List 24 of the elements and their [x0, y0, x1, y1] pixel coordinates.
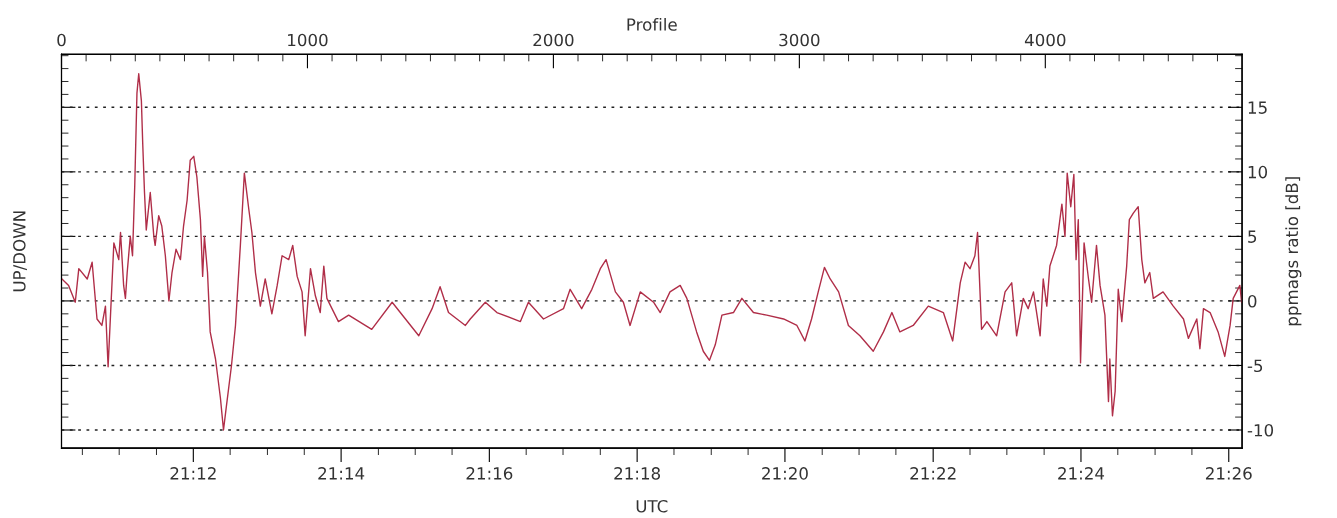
- x2-tick-label: 1000: [288, 33, 328, 47]
- x-tick-label: 21:24: [1058, 467, 1105, 480]
- x-tick-label: 21:12: [170, 467, 216, 480]
- x-axis-title: UTC: [636, 499, 668, 513]
- x2-tick-label: 2000: [533, 33, 574, 47]
- y2-axis-title: ppmags ratio [dB]: [1285, 177, 1302, 326]
- y2-tick-label: 15: [1248, 101, 1267, 114]
- y2-tick-label: -10: [1247, 423, 1274, 437]
- y2-tick-label: 5: [1248, 230, 1257, 243]
- x-tick-label: 21:18: [614, 467, 661, 480]
- x2-axis-title: Profile: [627, 17, 677, 31]
- x-tick-label: 21:26: [1205, 467, 1252, 480]
- y2-tick-label: -5: [1247, 359, 1263, 373]
- x-tick-label: 21:22: [910, 467, 956, 480]
- x2-tick-label: 0: [57, 33, 66, 47]
- x2-tick-label: 3000: [779, 33, 820, 47]
- x-tick-label: 21:16: [466, 467, 513, 480]
- x-tick-label: 21:14: [318, 467, 365, 480]
- y-axis-title: UP/DOWN: [13, 211, 27, 292]
- y2-tick-label: 10: [1248, 165, 1268, 179]
- y2-tick-label: 0: [1248, 294, 1257, 308]
- line-series: [61, 73, 1243, 431]
- x2-tick-label: 4000: [1024, 33, 1066, 47]
- x-tick-label: 21:20: [762, 467, 808, 480]
